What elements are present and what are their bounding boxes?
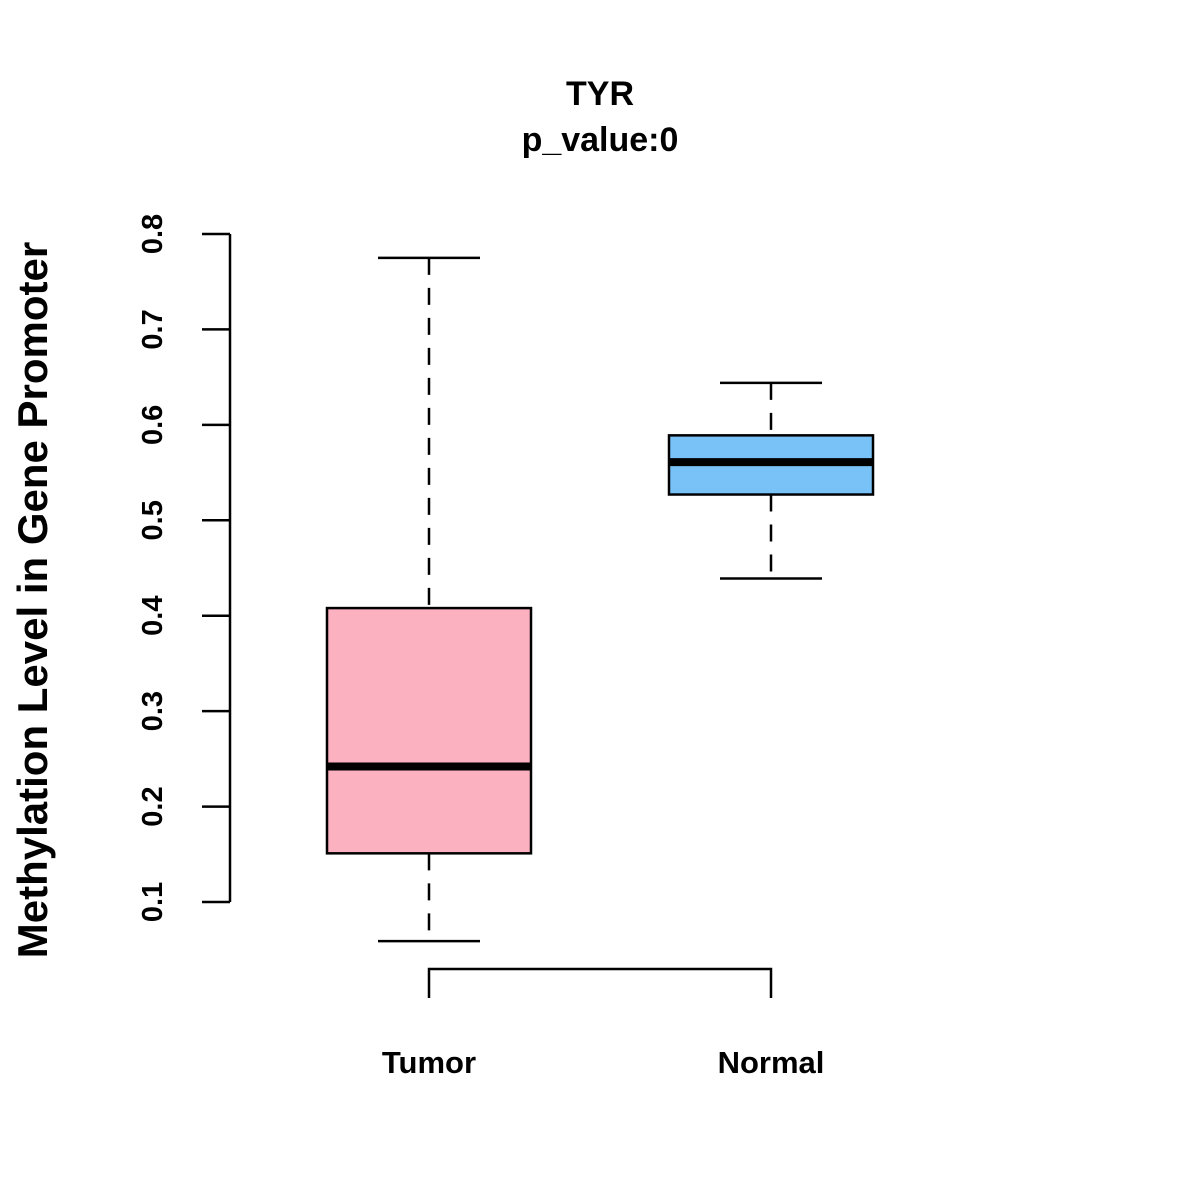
y-tick-label: 0.6: [137, 405, 169, 445]
box-normal: [667, 381, 875, 580]
y-axis-label: Methylation Level in Gene Promoter: [9, 242, 56, 958]
y-tick-label: 0.2: [137, 786, 169, 826]
y-tick-label: 0.3: [137, 691, 169, 731]
iqr-box: [325, 606, 533, 855]
chart-title: TYR: [566, 75, 634, 113]
x-axis-labels: Tumor Normal: [382, 1045, 824, 1080]
box-tumor: [325, 256, 533, 943]
boxes: [325, 256, 875, 943]
chart-subtitle: p_value:0: [522, 121, 679, 159]
y-tick-label: 0.7: [137, 309, 169, 349]
y-tick-label: 0.4: [137, 596, 169, 636]
bracket-line: [427, 967, 773, 998]
y-tick-label: 0.1: [137, 882, 169, 922]
x-label-normal: Normal: [718, 1045, 825, 1080]
x-label-tumor: Tumor: [382, 1045, 476, 1080]
y-tick-label: 0.8: [137, 214, 169, 254]
comparison-bracket: [427, 967, 773, 998]
y-axis: 0.1 0.2 0.3 0.4 0.5 0.6 0.7 0.8: [137, 214, 232, 922]
y-tick-label: 0.5: [137, 500, 169, 540]
